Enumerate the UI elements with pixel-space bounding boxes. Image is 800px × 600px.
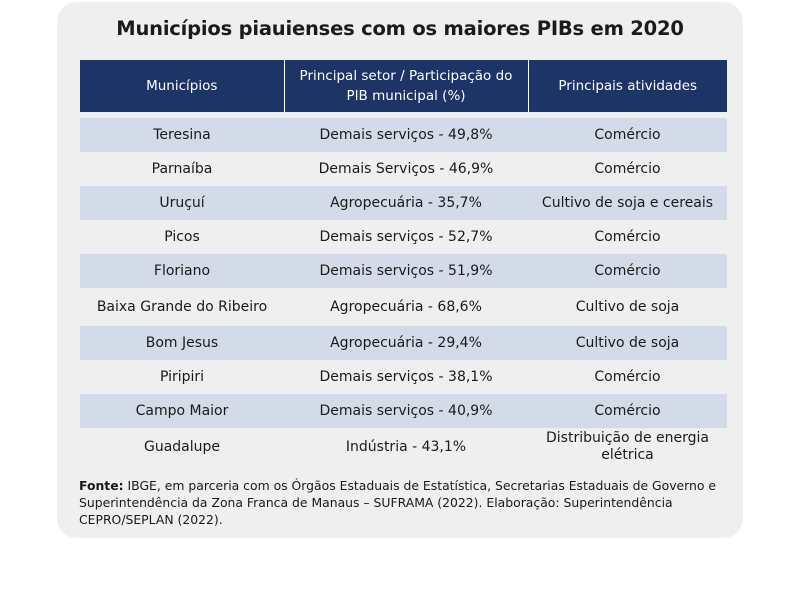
cell-atividade: Comércio — [594, 368, 661, 385]
cell-municipio: Guadalupe — [143, 438, 221, 455]
cell-municipio: Picos — [164, 228, 200, 245]
table-row: Uruçuí Agropecuária - 35,7% Cultivo de s… — [80, 186, 727, 220]
table-row: Campo Maior Demais serviços - 40,9% Comé… — [80, 394, 727, 428]
cell-atividade: Cultivo de soja — [575, 298, 680, 315]
table-row: Teresina Demais serviços - 49,8% Comérci… — [80, 118, 727, 152]
cell-atividade: Comércio — [528, 254, 727, 288]
cell-municipio: Bom Jesus — [80, 326, 284, 360]
infographic-card: Municípios piauienses com os maiores PIB… — [57, 2, 743, 538]
table-row: Bom Jesus Agropecuária - 29,4% Cultivo d… — [80, 326, 727, 360]
cell-setor: Demais serviços - 49,8% — [284, 118, 528, 152]
table-row: Baixa Grande do Ribeiro Agropecuária - 6… — [80, 288, 727, 326]
source-note: Fonte: IBGE, em parceria com os Órgãos E… — [79, 477, 729, 528]
cell-atividade: Cultivo de soja — [528, 326, 727, 360]
table-row: Guadalupe Indústria - 43,1% Distribuição… — [80, 428, 727, 466]
source-label: Fonte: — [79, 478, 124, 493]
cell-atividade: Cultivo de soja e cereais — [528, 186, 727, 220]
gdp-table: Municípios Principal setor / Participaçã… — [80, 60, 727, 466]
cell-municipio: Uruçuí — [80, 186, 284, 220]
table-row: Piripiri Demais serviços - 38,1% Comérci… — [80, 360, 727, 394]
cell-municipio: Parnaíba — [151, 160, 213, 177]
cell-setor: Demais serviços - 38,1% — [319, 368, 493, 385]
table-row: Floriano Demais serviços - 51,9% Comérci… — [80, 254, 727, 288]
cell-setor: Demais serviços - 40,9% — [284, 394, 528, 428]
header-municipios: Municípios — [80, 60, 284, 112]
page-title: Municípios piauienses com os maiores PIB… — [116, 17, 684, 40]
table-row: Parnaíba Demais Serviços - 46,9% Comérci… — [80, 152, 727, 186]
header-atividades: Principais atividades — [527, 60, 727, 112]
cell-municipio: Piripiri — [159, 368, 205, 385]
table-header-row: Municípios Principal setor / Participaçã… — [80, 60, 727, 112]
cell-setor: Agropecuária - 29,4% — [284, 326, 528, 360]
table-row: Picos Demais serviços - 52,7% Comércio — [80, 220, 727, 254]
cell-atividade: Comércio — [528, 118, 727, 152]
cell-setor: Demais Serviços - 46,9% — [318, 160, 494, 177]
cell-atividade: Distribuição de energia elétrica — [546, 430, 709, 463]
cell-municipio: Floriano — [80, 254, 284, 288]
cell-setor: Demais serviços - 52,7% — [319, 228, 493, 245]
cell-atividade: Comércio — [528, 394, 727, 428]
cell-municipio: Baixa Grande do Ribeiro — [96, 298, 268, 315]
cell-setor: Demais serviços - 51,9% — [284, 254, 528, 288]
cell-atividade: Comércio — [594, 160, 661, 177]
header-setor: Principal setor / Participação do PIB mu… — [283, 60, 528, 112]
cell-setor: Agropecuária - 68,6% — [330, 298, 482, 315]
cell-setor: Indústria - 43,1% — [345, 438, 467, 455]
cell-setor: Agropecuária - 35,7% — [284, 186, 528, 220]
source-text: IBGE, em parceria com os Órgãos Estaduai… — [79, 478, 717, 527]
cell-municipio: Campo Maior — [80, 394, 284, 428]
cell-municipio: Teresina — [80, 118, 284, 152]
cell-atividade: Comércio — [594, 228, 661, 245]
